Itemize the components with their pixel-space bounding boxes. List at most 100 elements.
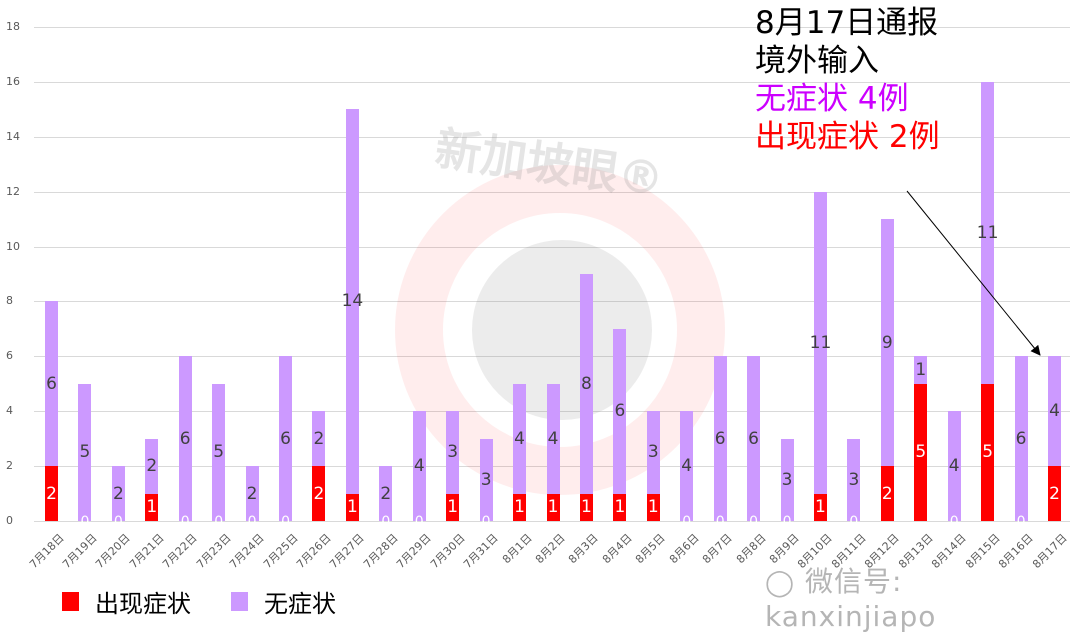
bar-value-label: 0 (381, 514, 391, 530)
x-tick-label: 7月27日 (327, 531, 368, 572)
bar-asymptomatic (245, 466, 259, 521)
bar-value-label: 2 (313, 428, 325, 449)
gridline (34, 27, 1070, 28)
bar-asymptomatic (713, 356, 727, 521)
annotation-line-imported: 境外输入 (755, 43, 879, 79)
legend-swatch-red (62, 592, 79, 611)
annotation-box: 8月17日通报 境外输入 无症状 4例 出现症状 2例 (755, 4, 940, 156)
bar-value-label: 3 (480, 469, 492, 490)
x-tick-label: 7月30日 (427, 531, 468, 572)
annotation-line-asymptomatic: 无症状 4例 (755, 81, 909, 117)
bar-asymptomatic (178, 356, 192, 521)
bar-value-label: 6 (1015, 428, 1027, 449)
bar-asymptomatic (880, 219, 894, 467)
bar-asymptomatic (1014, 356, 1028, 521)
y-tick-label: 2 (6, 459, 13, 473)
bar-value-label: 4 (413, 456, 425, 477)
bar-value-label: 0 (214, 514, 224, 530)
x-tick-label: 8月8日 (733, 531, 769, 567)
bar-value-label: 2 (246, 483, 258, 504)
bar-asymptomatic (1048, 356, 1061, 467)
bar-asymptomatic (446, 411, 460, 494)
bar-asymptomatic (579, 274, 593, 494)
bar-asymptomatic (279, 356, 293, 521)
y-tick-label: 6 (6, 349, 13, 363)
bar-symptomatic (579, 493, 593, 521)
bar-symptomatic (914, 383, 928, 521)
x-tick-label: 7月25日 (260, 531, 301, 572)
bar-value-label: 4 (948, 456, 960, 477)
x-tick-label: 7月19日 (59, 531, 100, 572)
wechat-watermark: ◯ 微信号: kanxinjiapo (765, 560, 1080, 633)
x-tick-label: 8月1日 (499, 531, 535, 567)
bar-value-label: 0 (782, 514, 792, 530)
annotation-line-symptomatic: 出现症状 2例 (755, 119, 940, 155)
bar-value-label: 0 (414, 514, 424, 530)
bar-value-label: 0 (80, 514, 90, 530)
bar-value-label: 1 (514, 497, 525, 518)
bar-asymptomatic (145, 438, 159, 494)
bar-value-label: 5 (79, 442, 91, 463)
bar-value-label: 1 (647, 497, 659, 518)
bar-asymptomatic (747, 356, 761, 521)
bar-asymptomatic (379, 466, 393, 521)
x-tick-label: 7月29日 (394, 531, 434, 572)
bar-value-label: 3 (848, 469, 860, 490)
bar-value-label: 1 (815, 497, 826, 518)
bar-asymptomatic (813, 191, 827, 494)
bar-value-label: 6 (46, 373, 57, 394)
bar-value-label: 1 (146, 497, 158, 518)
x-tick-label: 8月4日 (599, 531, 635, 567)
bar-value-label: 0 (180, 514, 190, 530)
x-tick-label: 7月31日 (461, 531, 501, 572)
bar-value-label: 2 (881, 483, 893, 504)
bar-symptomatic (513, 493, 527, 521)
wechat-icon: ◯ (765, 568, 796, 598)
x-tick-label: 7月26日 (293, 531, 334, 572)
bar-value-label: 0 (715, 514, 725, 530)
annotation-line-date: 8月17日通报 (755, 5, 939, 41)
bar-value-label: 1 (447, 497, 459, 518)
bar-value-label: 6 (179, 428, 191, 449)
x-tick-label: 8月5日 (633, 531, 668, 567)
bar-asymptomatic (111, 466, 125, 521)
x-tick-label: 8月2日 (532, 531, 568, 567)
bar-symptomatic (145, 493, 159, 521)
bar-symptomatic (312, 466, 326, 521)
bar-asymptomatic (479, 438, 493, 521)
y-tick-label: 10 (6, 239, 20, 253)
bar-asymptomatic (45, 301, 58, 467)
bar-value-label: 2 (146, 456, 158, 477)
y-tick-label: 14 (6, 129, 20, 143)
bar-value-label: 0 (682, 514, 692, 530)
bar-value-label: 11 (976, 222, 999, 243)
bar-asymptomatic (780, 438, 794, 521)
bar-value-label: 5 (213, 442, 225, 463)
x-tick-label: 8月6日 (666, 531, 702, 567)
bar-value-label: 4 (514, 428, 525, 449)
bar-asymptomatic (412, 411, 426, 521)
bar-value-label: 9 (881, 332, 893, 353)
legend-label: 出现症状 (95, 590, 191, 618)
x-tick-label: 8月3日 (566, 531, 602, 567)
x-tick-label: 8月7日 (700, 531, 735, 567)
bar-value-label: 2 (112, 483, 124, 504)
bar-value-label: 8 (581, 373, 592, 394)
bar-asymptomatic (613, 328, 627, 494)
bar-value-label: 4 (547, 428, 559, 449)
bar-value-label: 0 (113, 514, 123, 530)
gridline (34, 136, 1070, 138)
y-tick-label: 12 (6, 184, 20, 198)
legend-label: 无症状 (264, 590, 336, 618)
bar-value-label: 0 (1016, 514, 1026, 530)
bar-value-label: 0 (749, 514, 759, 530)
bar-value-label: 3 (447, 442, 459, 463)
bar-value-label: 2 (46, 483, 57, 504)
bar-value-label: 0 (281, 514, 290, 530)
bar-value-label: 0 (949, 514, 959, 530)
bar-value-label: 5 (982, 442, 994, 463)
bar-value-label: 5 (915, 442, 927, 463)
legend-item-symptomatic: 出现症状 (62, 584, 191, 619)
y-tick-label: 18 (6, 20, 20, 33)
bar-symptomatic (1048, 466, 1061, 521)
